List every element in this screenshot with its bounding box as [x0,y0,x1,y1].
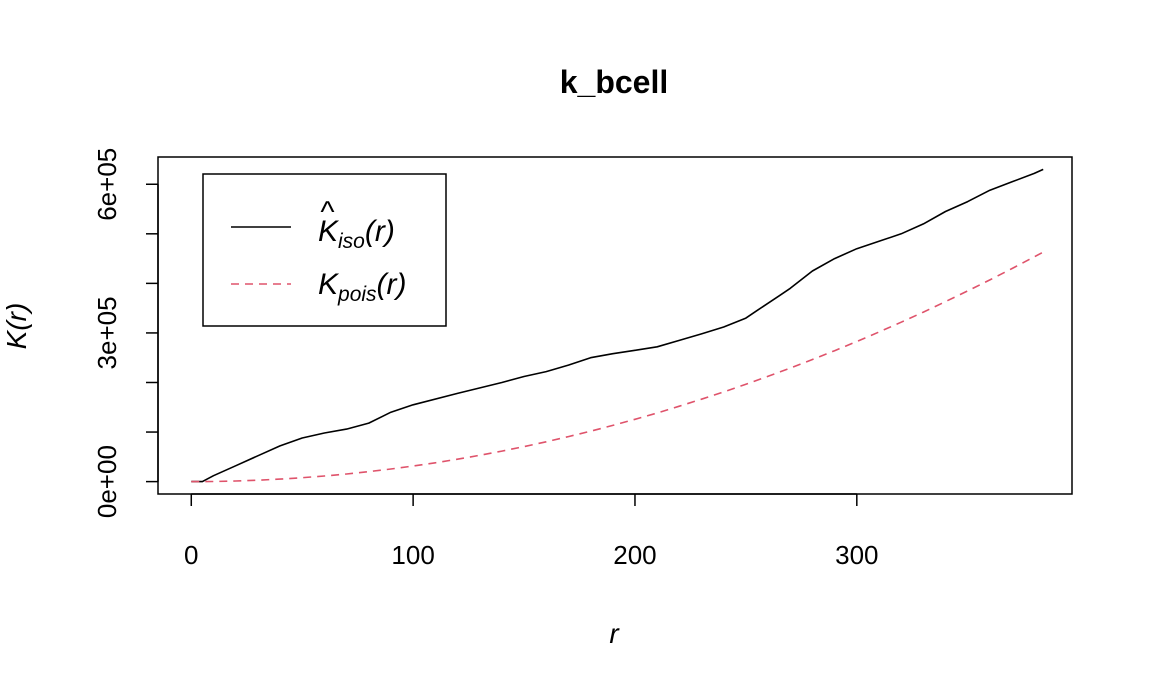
y-axis: 0e+00 3e+05 6e+05 [92,148,159,518]
legend: Kiso(r) ^ Kpois(r) [202,173,447,327]
series-layer [191,168,1044,483]
y-axis-label: K(r) [1,303,32,350]
x-axis-label: r [609,618,620,649]
series-line-kiso [191,168,1044,483]
x-axis: 0 100 200 300 [184,493,879,570]
x-tick-label: 300 [835,540,878,570]
x-tick-label: 0 [184,540,198,570]
chart-title: k_bcell [560,64,669,100]
y-tick-label: 3e+05 [92,296,122,369]
legend-hat-mark: ^ [320,196,335,229]
series-line-kpois [191,251,1044,483]
x-tick-label: 100 [391,540,434,570]
y-tick-label: 0e+00 [92,445,122,518]
y-tick-label: 6e+05 [92,148,122,221]
x-tick-label: 200 [613,540,656,570]
legend-box [202,173,447,327]
